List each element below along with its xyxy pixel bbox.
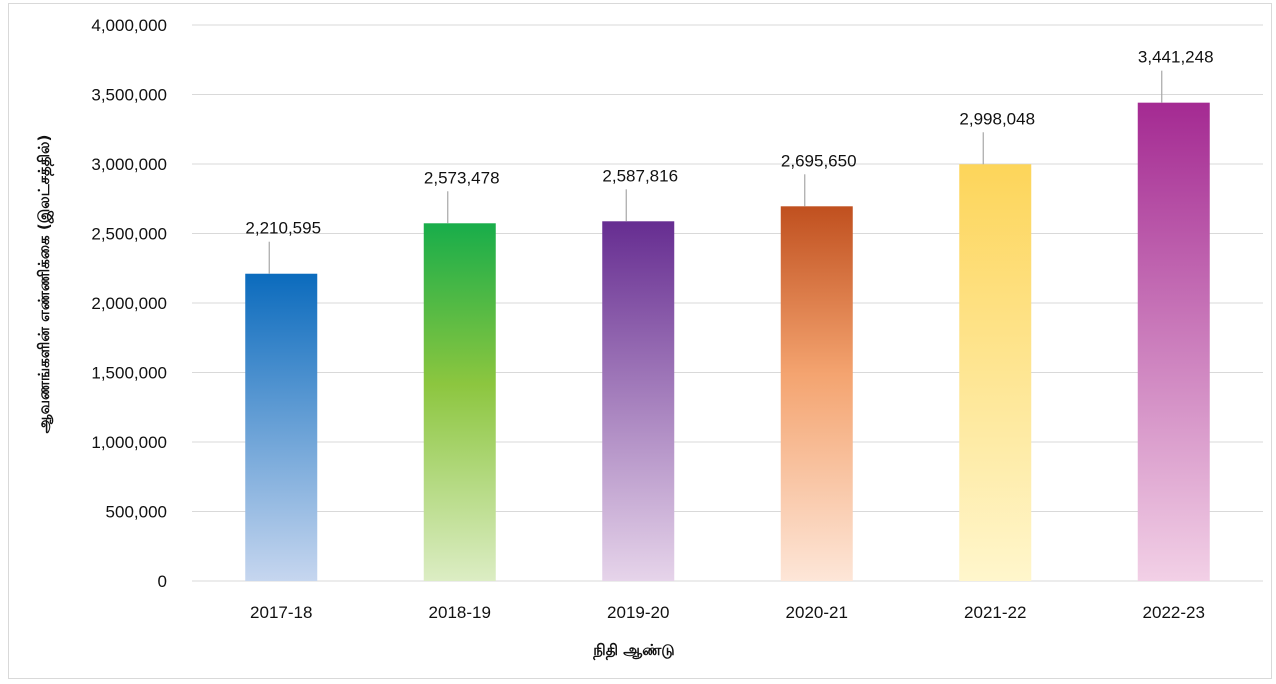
y-axis-ticks: 0 500,000 1,000,000 1,500,000 2,000,000 2,500…	[91, 16, 167, 591]
data-label: 2,210,595	[245, 219, 321, 238]
data-label: 2,573,478	[424, 168, 500, 187]
y-tick-label: 2,500,000	[91, 225, 167, 244]
bars	[245, 102, 1210, 581]
y-tick-label: 4,000,000	[91, 16, 167, 35]
x-category-label: 2020-21	[786, 603, 848, 622]
bar-2020-21	[780, 206, 853, 581]
y-tick-label: 0	[158, 572, 167, 591]
y-tick-label: 1,000,000	[91, 433, 167, 452]
chart-frame: 0 500,000 1,000,000 1,500,000 2,000,000 2,500…	[8, 3, 1272, 679]
data-label: 2,587,816	[602, 166, 678, 185]
bar-2022-23	[1137, 102, 1210, 581]
data-label: 2,695,650	[781, 151, 857, 170]
bar-2021-22	[959, 164, 1032, 581]
x-axis-categories: 2017-18 2018-19 2019-20 2020-21 2021-22 2022-…	[250, 603, 1205, 622]
bar-chart: 0 500,000 1,000,000 1,500,000 2,000,000 2,500…	[35, 16, 1263, 660]
bar-2019-20	[602, 221, 675, 581]
x-category-label: 2019-20	[607, 603, 669, 622]
x-axis-title: நிதி ஆண்டு	[592, 641, 674, 660]
y-tick-label: 1,500,000	[91, 364, 167, 383]
y-tick-label: 3,000,000	[91, 155, 167, 174]
data-label: 3,441,248	[1138, 48, 1214, 67]
bar-2017-18	[245, 273, 318, 581]
gridlines	[192, 24, 1263, 582]
y-tick-label: 2,000,000	[91, 294, 167, 313]
x-category-label: 2018-19	[429, 603, 491, 622]
data-label: 2,998,048	[959, 109, 1035, 128]
x-category-label: 2021-22	[964, 603, 1026, 622]
bar-2018-19	[423, 223, 496, 581]
data-labels: 2,210,595 2,573,478 2,587,816 2,695,650 2,99…	[245, 48, 1213, 238]
x-category-label: 2022-23	[1143, 603, 1205, 622]
y-axis-title: ஆவணங்களின் எண்ணிக்கை (இலட்சத்தில்)	[35, 135, 54, 434]
y-tick-label: 500,000	[106, 503, 167, 522]
y-tick-label: 3,500,000	[91, 86, 167, 105]
data-label-leaders	[268, 70, 1163, 274]
x-category-label: 2017-18	[250, 603, 312, 622]
